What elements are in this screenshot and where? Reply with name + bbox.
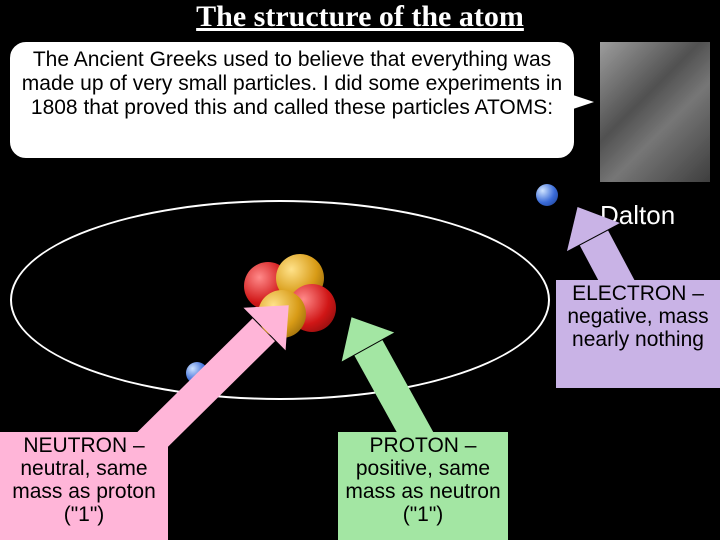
dalton-portrait xyxy=(600,42,710,182)
slide-title: The structure of the atom xyxy=(196,0,524,34)
speech-bubble-text: The Ancient Greeks used to believe that … xyxy=(22,48,562,119)
electron-label-text: ELECTRON – negative, mass nearly nothing xyxy=(567,282,708,351)
proton-callout: PROTON – positive, same mass as neutron … xyxy=(338,432,508,540)
speech-bubble: The Ancient Greeks used to believe that … xyxy=(8,40,576,160)
proton-label-text: PROTON – positive, same mass as neutron … xyxy=(345,434,500,526)
neutron-callout: NEUTRON – neutral, same mass as proton (… xyxy=(0,432,168,540)
electron-0 xyxy=(536,184,558,206)
neutron-label-text: NEUTRON – neutral, same mass as proton (… xyxy=(12,434,156,526)
electron-callout: ELECTRON – negative, mass nearly nothing xyxy=(556,280,720,388)
